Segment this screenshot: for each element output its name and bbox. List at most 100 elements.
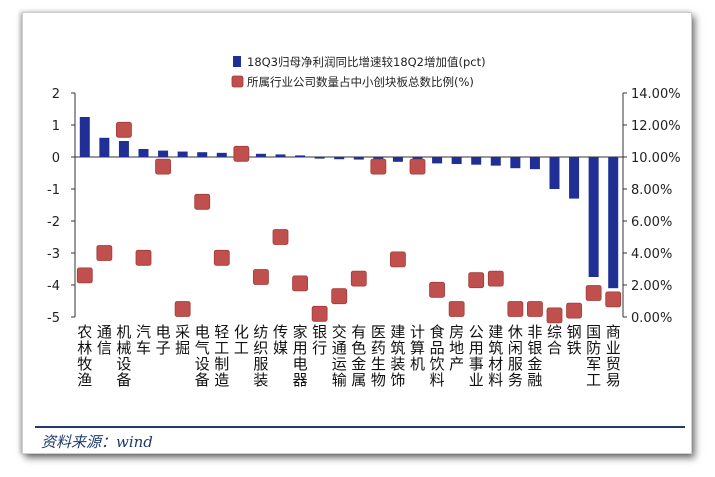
bar-医药生物 [373,157,384,161]
bar-银行 [314,157,325,159]
point-钢铁 [566,302,582,319]
point-机械设备 [116,121,132,138]
bar-采掘 [177,151,188,157]
right-tick-label: 8.00% [631,183,672,198]
point-化工 [233,145,250,162]
bar-通信 [99,137,110,157]
point-休闲服务 [507,301,524,317]
left-tick-label: -5 [47,311,60,326]
point-公用事业 [468,272,485,289]
point-电气设备 [194,193,211,210]
legend-point-marker [231,75,244,88]
bar-交通运输 [334,157,345,160]
x-tick-label: 银行 [312,323,327,357]
x-tick-label: 建筑材料 [488,323,503,389]
x-tick-label: 公用事业 [469,323,484,389]
point-农林牧渔 [76,267,93,284]
x-tick-label: 电子 [156,323,171,357]
chart-svg: 2 1 0 -1 -2 -3 -4 -5 14.00% 12.00% 10.00% 8.00% 6.00… [47,55,681,389]
right-tick-label: 12.00% [631,119,681,134]
x-tick-label: 非银金融 [527,323,542,389]
bar-国防军工 [588,157,599,277]
bar-家用电器 [295,155,306,157]
bar-建筑装饰 [392,157,403,162]
legend-point-label: 所属行业公司数量占中小创块板总数比例(%) [247,75,474,89]
legend-bar-marker [233,56,241,67]
x-tick-label: 房地产 [449,323,464,373]
bar-建筑材料 [490,157,501,166]
left-tick-label: -1 [47,183,60,198]
point-非银金融 [527,301,543,317]
x-tick-label: 机械设备 [116,323,131,389]
point-家用电器 [292,275,308,292]
bar-纺织服装 [255,153,266,157]
x-tick-label: 通信 [97,323,112,357]
x-tick-label: 化工 [234,323,249,357]
bar-机械设备 [118,141,129,157]
bar-公用事业 [471,157,482,165]
x-tick-label: 医药生物 [371,323,386,389]
bar-轻工制造 [216,152,227,157]
x-tick-label: 食品饮料 [430,323,445,389]
point-银行 [311,305,328,322]
x-tick-label: 建筑装饰 [390,323,405,389]
point-计算机 [409,158,426,175]
bar-商业贸易 [608,157,619,289]
right-tick-label: 14.00% [631,87,681,102]
x-tick-label: 电气设备 [195,323,210,389]
left-tick-label: 0 [52,151,60,166]
bar-传媒 [275,154,286,157]
point-传媒 [272,229,289,245]
source-note: 资料来源：wind [41,433,153,451]
point-建筑装饰 [390,251,406,268]
x-tick-label: 商业贸易 [606,323,621,389]
x-tick-label: 计算机 [410,323,425,373]
point-采掘 [174,301,191,317]
point-轻工制造 [213,249,230,266]
bar-综合 [549,157,560,189]
right-tick-label: 6.00% [631,215,672,230]
left-tick-label: 1 [52,119,60,134]
x-tick-label: 农林牧渔 [77,323,92,389]
x-tick-label: 国防军工 [586,323,601,389]
point-交通运输 [331,288,348,305]
x-tick-label: 家用电器 [293,323,308,389]
bar-房地产 [451,157,462,165]
x-tick-label: 综合 [547,323,562,357]
point-医药生物 [370,158,387,175]
bar-电子 [158,150,169,157]
right-tick-label: 4.00% [631,247,672,262]
x-tick-label: 汽车 [136,323,151,357]
source-divider [35,426,685,428]
x-tick-label: 轻工制造 [214,323,229,389]
x-tick-label: 纺织服装 [253,323,268,389]
left-tick-label: -4 [47,279,60,294]
right-tick-label: 2.00% [631,279,672,294]
x-tick-label: 交通运输 [332,323,347,389]
bar-农林牧渔 [79,117,90,157]
bar-食品饮料 [432,157,443,164]
legend-bar-label: 18Q3归母净利润同比增速较18Q2增加值(pct) [247,55,486,69]
point-建筑材料 [487,270,504,287]
point-电子 [155,158,171,175]
point-综合 [546,307,563,324]
report-figure-card: 2 1 0 -1 -2 -3 -4 -5 14.00% 12.00% 10.00% 8.00% 6.00… [22,12,692,454]
bar-电气设备 [197,152,208,157]
bar-非银金融 [529,157,540,170]
point-纺织服装 [253,269,269,285]
point-有色金属 [350,270,367,287]
bar-有色金属 [353,157,364,160]
right-tick-label: 0.00% [631,311,672,326]
x-tick-label: 钢铁 [567,323,582,357]
bar-钢铁 [569,157,580,199]
point-汽车 [135,249,152,266]
x-tick-label: 传媒 [273,323,288,357]
point-房地产 [448,301,465,317]
bar-汽车 [138,149,149,157]
x-tick-label: 休闲服务 [508,323,523,389]
point-通信 [96,245,113,261]
right-tick-label: 10.00% [631,151,681,166]
point-商业贸易 [605,291,622,308]
left-tick-label: -2 [47,215,60,230]
bar-休闲服务 [510,157,521,169]
